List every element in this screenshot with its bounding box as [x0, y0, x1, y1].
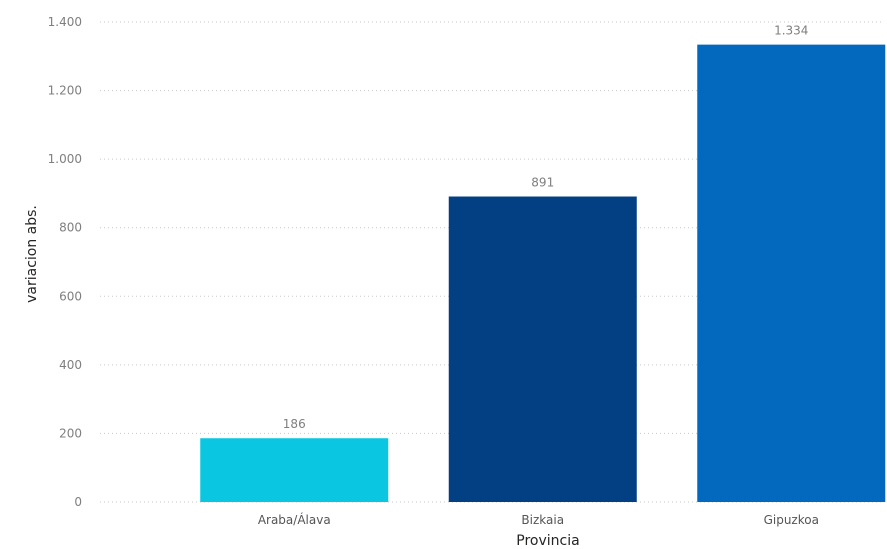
- bar-bizkaia: [448, 196, 637, 502]
- y-tick-label: 1.000: [48, 152, 82, 166]
- y-axis-title: variacion abs.: [24, 205, 40, 303]
- data-label: 891: [531, 176, 554, 190]
- y-tick-label: 1.200: [48, 84, 82, 98]
- x-tick-label: Gipuzkoa: [764, 513, 819, 527]
- bar-araba-lava: [200, 438, 389, 502]
- y-tick-label: 400: [59, 358, 82, 372]
- data-label: 1.334: [774, 24, 808, 38]
- x-tick-label: Bizkaia: [521, 513, 564, 527]
- y-tick-label: 1.400: [48, 15, 82, 29]
- bar-gipuzkoa: [697, 44, 886, 502]
- data-labels: 186 891 1.334: [283, 24, 809, 432]
- y-tick-label: 800: [59, 221, 82, 235]
- y-tick-label: 200: [59, 426, 82, 440]
- x-axis-tick-labels: Araba/Álava Bizkaia Gipuzkoa: [258, 512, 819, 527]
- data-label: 186: [283, 417, 306, 431]
- x-axis-title: Provincia: [516, 533, 579, 549]
- y-tick-label: 0: [74, 495, 82, 509]
- y-axis-tick-labels: 0 200 400 600 800 1.000 1.200 1.400: [48, 15, 82, 509]
- x-tick-label: Araba/Álava: [258, 512, 331, 527]
- y-tick-label: 600: [59, 289, 82, 303]
- bars: [200, 44, 886, 502]
